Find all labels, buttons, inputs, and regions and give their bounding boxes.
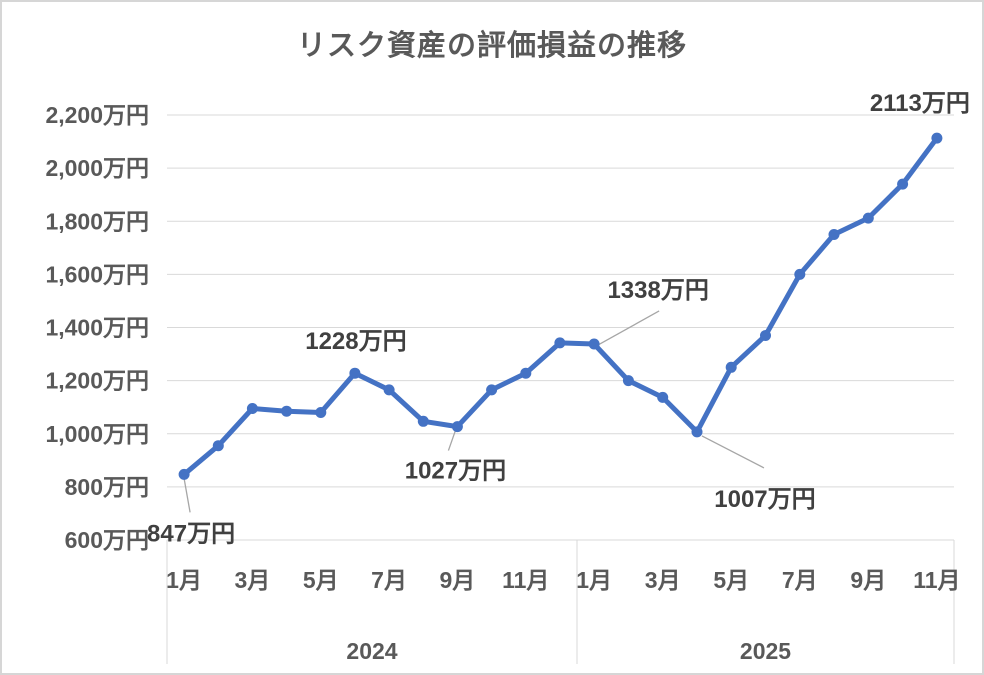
x-tick-label: 1月 [166,567,202,593]
y-tick-label: 2,200万円 [45,102,149,128]
data-point [520,367,532,379]
data-point [828,229,840,240]
y-tick-label: 800万円 [65,474,149,500]
data-point [794,268,806,280]
data-point [691,426,703,438]
data-point [178,468,190,480]
y-tick-label: 600万円 [65,527,149,553]
y-tick-label: 1,000万円 [45,421,149,447]
data-point [315,407,327,418]
data-point [281,405,293,417]
y-tick-label: 1,800万円 [45,208,149,234]
x-tick-label: 9月 [850,567,886,593]
data-label-leader-line [447,430,457,451]
data-label: 2113万円 [870,90,970,117]
year-label: 2025 [740,638,791,664]
data-point [725,361,737,373]
x-tick-label: 11月 [913,567,960,593]
data-point [417,415,429,427]
data-label-leader-line [183,478,191,513]
data-point [486,384,498,396]
data-point [931,132,943,144]
year-label: 2024 [346,638,397,664]
x-tick-label: 7月 [782,567,818,593]
data-point [383,384,395,396]
data-point [451,421,463,433]
data-point [212,440,224,452]
x-tick-label: 5月 [713,567,749,593]
data-label-leader-line [701,435,765,469]
data-label-leader-line [597,310,660,346]
y-tick-label: 1,400万円 [45,315,149,341]
data-point [554,337,566,349]
data-label: 847万円 [147,520,235,547]
x-tick-label: 7月 [371,567,407,593]
x-tick-label: 3月 [645,567,681,593]
x-tick-label: 3月 [235,567,271,593]
data-point [897,178,909,190]
data-point [622,375,634,387]
x-tick-label: 11月 [502,567,549,593]
data-label: 1007万円 [714,486,815,513]
y-tick-label: 1,200万円 [45,368,149,394]
y-tick-label: 1,600万円 [45,261,149,287]
data-label: 1027万円 [405,458,506,485]
data-point [862,212,874,224]
x-tick-label: 9月 [440,567,476,593]
data-label: 1228万円 [305,328,406,355]
y-tick-label: 2,000万円 [45,155,149,181]
data-label: 1338万円 [607,277,708,304]
data-point [349,367,361,379]
chart-title: リスク資産の評価損益の推移 [296,30,687,62]
data-point [657,391,669,403]
data-point [588,338,600,350]
data-point [246,403,258,414]
data-point [760,330,771,341]
x-tick-label: 1月 [576,567,612,593]
x-tick-label: 5月 [303,567,339,593]
series-line [181,135,940,477]
